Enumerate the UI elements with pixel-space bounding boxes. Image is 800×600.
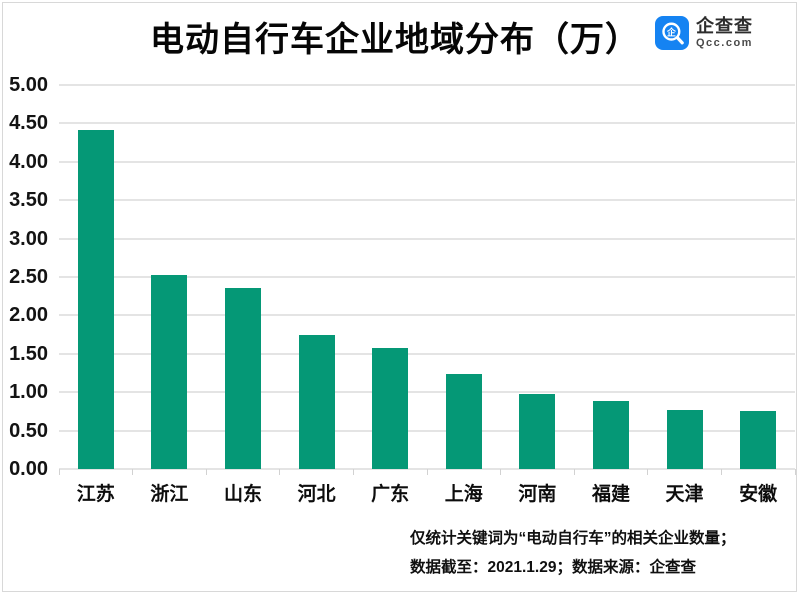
x-axis-label: 浙江 xyxy=(150,484,189,505)
plot-area xyxy=(58,84,796,475)
y-axis-tick-label: 4.00 xyxy=(9,150,48,173)
gridline xyxy=(59,314,795,317)
qcc-logo: 企 企查查 Qcc.com xyxy=(655,16,753,50)
x-axis-label: 河北 xyxy=(297,484,336,505)
x-axis-label: 山东 xyxy=(223,484,262,505)
y-axis-tick-label: 1.50 xyxy=(9,342,48,365)
bar-slot xyxy=(206,85,280,469)
bar-slot xyxy=(133,85,207,469)
svg-text:企: 企 xyxy=(665,26,676,37)
bar-slot xyxy=(574,85,648,469)
axis-tick xyxy=(647,469,649,475)
bar xyxy=(372,347,409,469)
gridline xyxy=(59,122,795,125)
axis-tick xyxy=(132,469,134,475)
bar xyxy=(740,410,777,469)
axis-tick xyxy=(426,469,428,475)
axis-tick xyxy=(352,469,354,475)
x-axis-label: 江苏 xyxy=(76,484,115,505)
y-axis-tick-label: 1.00 xyxy=(9,381,48,404)
axis-tick xyxy=(573,469,575,475)
qcc-logo-text: 企查查 Qcc.com xyxy=(696,16,753,50)
bar xyxy=(666,409,703,469)
bar-slot xyxy=(59,85,133,469)
y-axis-tick-label: 2.00 xyxy=(9,304,48,327)
axis-tick xyxy=(500,469,502,475)
bar xyxy=(77,129,114,469)
gridline xyxy=(59,160,795,163)
axis-tick xyxy=(279,469,281,475)
bar xyxy=(445,373,482,469)
bar xyxy=(298,335,335,469)
gridline xyxy=(59,199,795,202)
axis-tick xyxy=(720,469,722,475)
bar xyxy=(151,275,188,469)
x-axis-label: 河南 xyxy=(518,484,557,505)
gridline xyxy=(59,276,795,278)
bar-slot xyxy=(427,85,501,469)
x-axis-label: 安徽 xyxy=(739,484,778,505)
y-axis-tick-label: 3.50 xyxy=(9,189,48,212)
bar-slot xyxy=(721,85,795,469)
gridline xyxy=(59,391,795,394)
qcc-magnifier-icon: 企 xyxy=(655,16,689,50)
axis-tick xyxy=(205,469,207,475)
footnote-line-2: 数据截至：2021.1.29；数据来源：企查查 xyxy=(410,559,696,576)
gridline xyxy=(59,84,795,86)
x-axis-label: 天津 xyxy=(665,484,704,505)
bar xyxy=(592,401,629,469)
footnote-line-1: 仅统计关键词为“电动自行车”的相关企业数量； xyxy=(410,530,736,547)
bar-slot xyxy=(501,85,575,469)
axis-tick xyxy=(794,469,796,475)
logo-domain: Qcc.com xyxy=(696,37,753,49)
bar-slot xyxy=(280,85,354,469)
y-axis-tick-label: 5.00 xyxy=(9,74,48,96)
footnote: 仅统计关键词为“电动自行车”的相关企业数量； 数据截至：2021.1.29；数据… xyxy=(410,524,736,582)
axis-tick xyxy=(58,469,60,475)
x-axis: 江苏 浙江 山东 河北 广东 上海 河南 福建 天津 安徽 xyxy=(59,479,795,506)
y-axis: 0.00 0.50 1.00 1.50 2.00 2.50 3.00 3.50 4.00 4.50… xyxy=(0,74,48,480)
x-axis-label: 上海 xyxy=(444,484,483,505)
gridline xyxy=(59,237,795,240)
gridline xyxy=(59,352,795,355)
y-axis-tick-label: 3.00 xyxy=(9,227,48,250)
y-axis-tick-label: 2.50 xyxy=(9,266,48,288)
bars-row xyxy=(59,85,795,469)
y-axis-tick-label: 0.00 xyxy=(9,458,48,480)
bar xyxy=(519,393,556,469)
chart-title: 电动自行车企业地域分布（万） xyxy=(150,21,640,59)
bar-slot xyxy=(353,85,427,469)
x-axis-label: 福建 xyxy=(591,484,630,505)
gridline xyxy=(59,429,795,432)
bar xyxy=(224,287,261,469)
bar-slot xyxy=(648,85,722,469)
x-axis-label: 广东 xyxy=(371,484,410,505)
y-axis-tick-label: 4.50 xyxy=(9,112,48,135)
logo-brand-name: 企查查 xyxy=(696,16,753,36)
y-axis-tick-label: 0.50 xyxy=(9,419,48,442)
